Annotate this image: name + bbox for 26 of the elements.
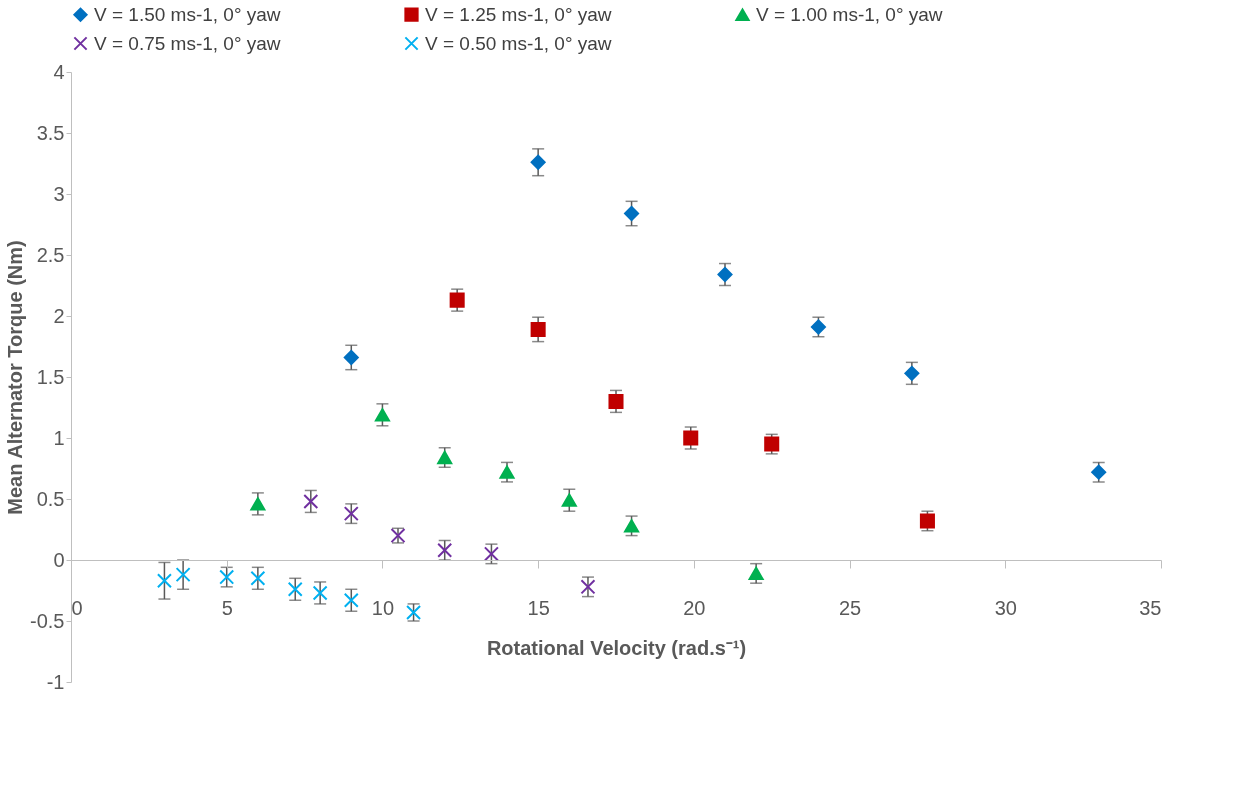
legend-label: V = 0.50 ms-1, 0° yaw: [425, 32, 612, 54]
x-tick-label: 10: [371, 596, 395, 619]
x-tick-label: 5: [221, 596, 233, 619]
legend-label: V = 1.50 ms-1, 0° yaw: [94, 3, 281, 25]
legend-label: V = 0.75 ms-1, 0° yaw: [94, 32, 281, 54]
x-tick-label: 30: [994, 596, 1017, 619]
y-tick-label: 2: [53, 304, 65, 327]
x-tick-label: 15: [527, 596, 550, 619]
y-tick-label: 3: [53, 182, 65, 205]
x-axis-title: Rotational Velocity (rad.s⁻¹): [486, 636, 747, 659]
y-tick-label: 2.5: [36, 243, 65, 266]
y-tick-label: 1.5: [36, 365, 65, 388]
y-tick-label: 4: [53, 60, 65, 83]
y-tick-label: 1: [53, 426, 65, 449]
y-tick-label: 3.5: [36, 121, 65, 144]
y-axis-title: Mean Alternator Torque (Nm): [4, 240, 27, 515]
x-tick-label: 0: [71, 596, 83, 619]
legend-label: V = 1.00 ms-1, 0° yaw: [756, 3, 943, 25]
legend-label: V = 1.25 ms-1, 0° yaw: [425, 3, 612, 25]
y-tick-label: -1: [46, 670, 65, 693]
y-tick-label: -0.5: [30, 609, 65, 632]
y-tick-label: 0: [53, 548, 65, 571]
x-tick-label: 25: [838, 596, 862, 619]
y-tick-label: 0.5: [36, 487, 65, 510]
x-tick-label: 20: [683, 596, 706, 619]
x-tick-label: 35: [1139, 596, 1162, 619]
